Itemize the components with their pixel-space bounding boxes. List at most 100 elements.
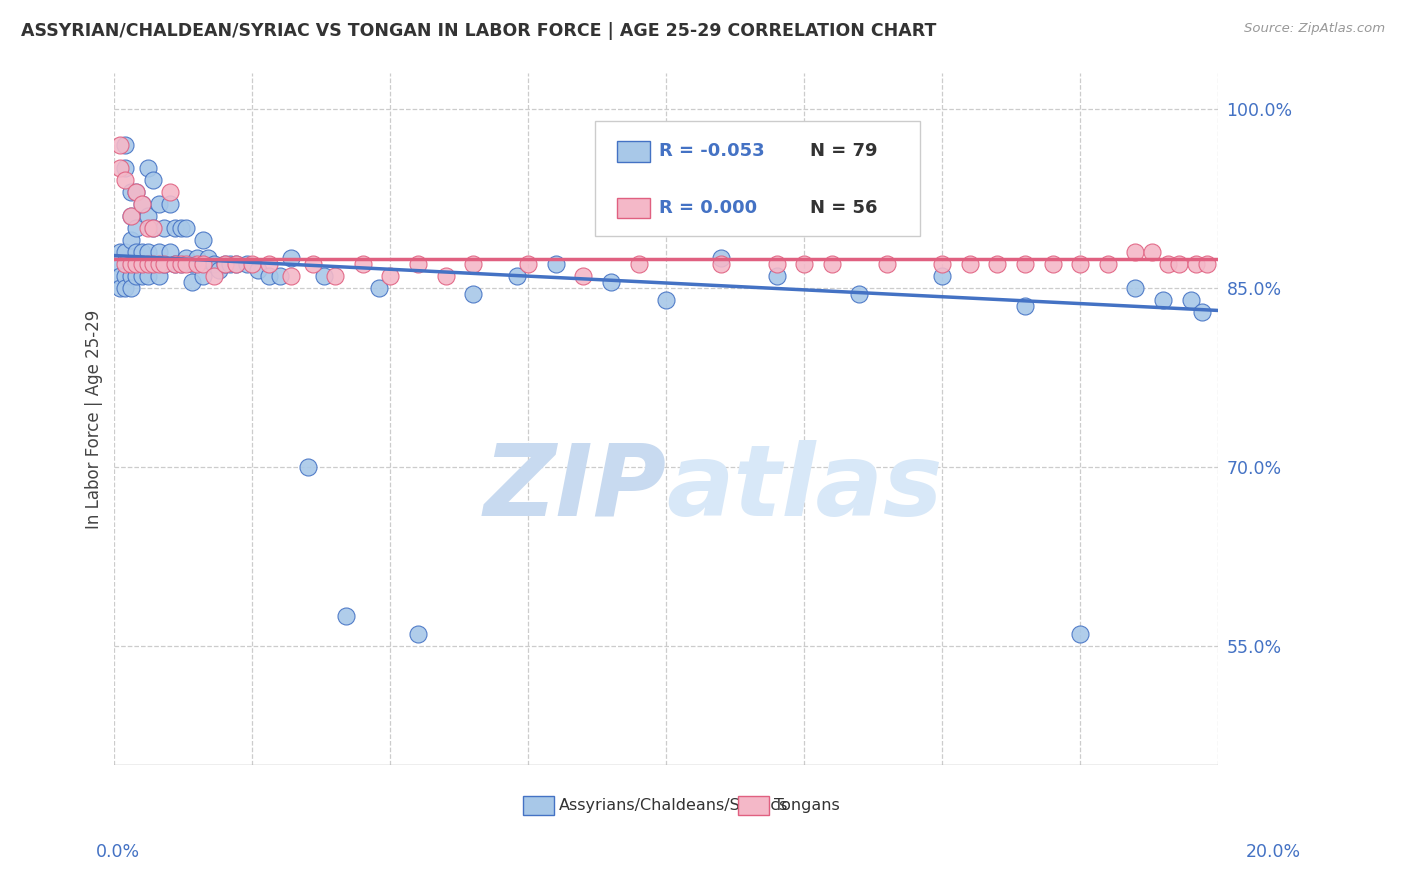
Point (959, 257, 981, 271)
Point (323, 268, 346, 283)
Point (148, 257, 170, 271)
Text: 20.0%: 20.0% (1246, 843, 1301, 861)
Bar (738, 796, 769, 815)
Point (876, 257, 898, 271)
Text: N = 56: N = 56 (810, 199, 877, 217)
Point (136, 161, 159, 176)
Point (986, 257, 1008, 271)
Point (148, 244, 170, 259)
Point (1123, 281, 1146, 295)
Point (125, 221, 148, 235)
Point (269, 268, 291, 283)
Point (142, 221, 165, 235)
Point (302, 257, 325, 271)
Point (180, 275, 202, 289)
Point (186, 257, 208, 271)
Text: atlas: atlas (666, 440, 943, 537)
Point (153, 257, 176, 271)
Point (236, 257, 259, 271)
Point (314, 268, 336, 283)
Point (191, 268, 214, 283)
Point (159, 197, 181, 211)
Point (1123, 244, 1146, 259)
Point (600, 275, 623, 289)
Point (214, 257, 236, 271)
Point (131, 257, 153, 271)
Point (821, 257, 844, 271)
Point (1185, 257, 1208, 271)
Point (1014, 257, 1036, 271)
Point (1180, 293, 1202, 307)
Point (131, 197, 153, 211)
Point (159, 186, 181, 200)
Point (142, 257, 165, 271)
Point (1069, 257, 1091, 271)
Point (174, 251, 197, 265)
Point (125, 257, 148, 271)
Point (120, 257, 142, 271)
Point (148, 197, 170, 211)
Point (517, 257, 540, 271)
Point (120, 209, 142, 223)
Point (174, 221, 197, 235)
Text: ZIP: ZIP (484, 440, 666, 537)
Point (136, 268, 159, 283)
Point (148, 268, 170, 283)
Point (169, 257, 191, 271)
Point (1168, 257, 1191, 271)
Point (159, 244, 181, 259)
Text: Assyrians/Chaldeans/Syriacs: Assyrians/Chaldeans/Syriacs (560, 797, 789, 813)
Point (108, 137, 131, 152)
Point (114, 137, 136, 152)
Point (136, 209, 159, 223)
Point (120, 233, 142, 247)
Point (257, 257, 280, 271)
Point (240, 257, 263, 271)
Point (108, 244, 131, 259)
Point (406, 257, 429, 271)
Point (710, 257, 733, 271)
Bar (617, 141, 650, 161)
Point (153, 257, 176, 271)
Point (169, 257, 191, 271)
Point (131, 268, 153, 283)
Point (1097, 257, 1119, 271)
Point (406, 627, 429, 641)
Point (931, 268, 953, 283)
Point (368, 281, 391, 295)
Point (202, 268, 225, 283)
Point (280, 251, 302, 265)
Point (120, 281, 142, 295)
FancyBboxPatch shape (595, 121, 920, 235)
Point (153, 221, 176, 235)
Point (120, 209, 142, 223)
Point (165, 221, 187, 235)
Point (165, 257, 187, 271)
Point (1191, 304, 1213, 318)
Point (280, 268, 302, 283)
Point (142, 221, 165, 235)
Point (142, 173, 165, 187)
Point (125, 257, 148, 271)
Point (120, 186, 142, 200)
Point (114, 268, 136, 283)
Point (765, 268, 787, 283)
Point (202, 257, 225, 271)
Point (627, 257, 650, 271)
Point (434, 268, 457, 283)
Point (1152, 293, 1174, 307)
Point (335, 609, 357, 624)
Point (114, 244, 136, 259)
Point (380, 268, 402, 283)
Point (120, 257, 142, 271)
Point (219, 257, 242, 271)
Point (165, 257, 187, 271)
Point (710, 251, 733, 265)
Point (131, 244, 153, 259)
Text: R = -0.053: R = -0.053 (658, 142, 765, 161)
Point (461, 257, 484, 271)
Point (125, 268, 148, 283)
Point (114, 257, 136, 271)
Point (931, 257, 953, 271)
Point (461, 286, 484, 301)
